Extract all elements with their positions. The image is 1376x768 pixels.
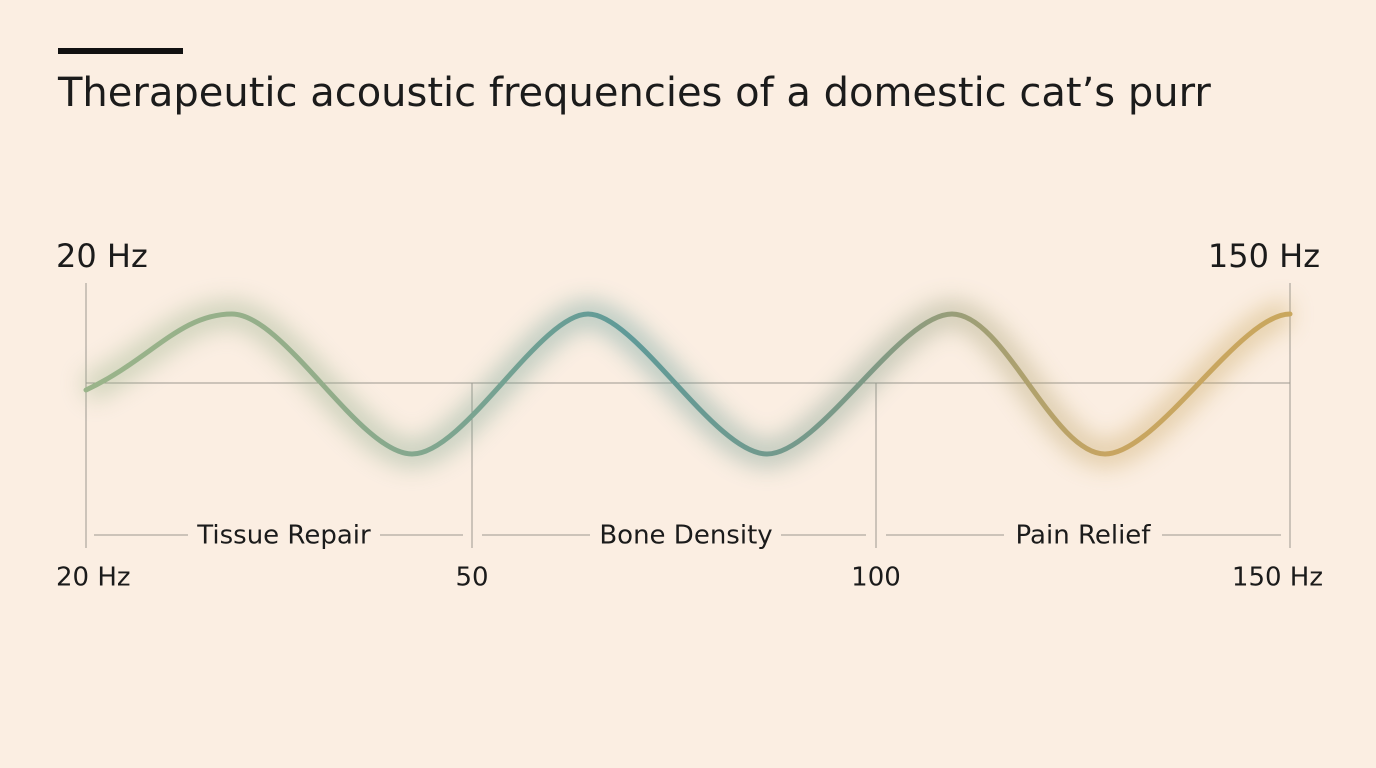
axis-label: 100 bbox=[851, 563, 901, 593]
axis-label: 50 bbox=[455, 563, 488, 593]
accent-bar bbox=[58, 48, 183, 54]
wave bbox=[80, 300, 1293, 468]
band-label: Tissue Repair bbox=[196, 521, 371, 551]
band-label: Bone Density bbox=[599, 521, 772, 551]
band-label: Pain Relief bbox=[1016, 521, 1152, 551]
range-start: 20 Hz bbox=[56, 237, 148, 275]
wave-line bbox=[83, 311, 1293, 457]
axis-label: 150 Hz bbox=[1232, 563, 1323, 593]
range-end: 150 Hz bbox=[1208, 237, 1320, 275]
title: Therapeutic acoustic frequencies of a do… bbox=[57, 70, 1211, 116]
axis-label: 20 Hz bbox=[56, 563, 131, 593]
wave-glow bbox=[80, 300, 1292, 468]
